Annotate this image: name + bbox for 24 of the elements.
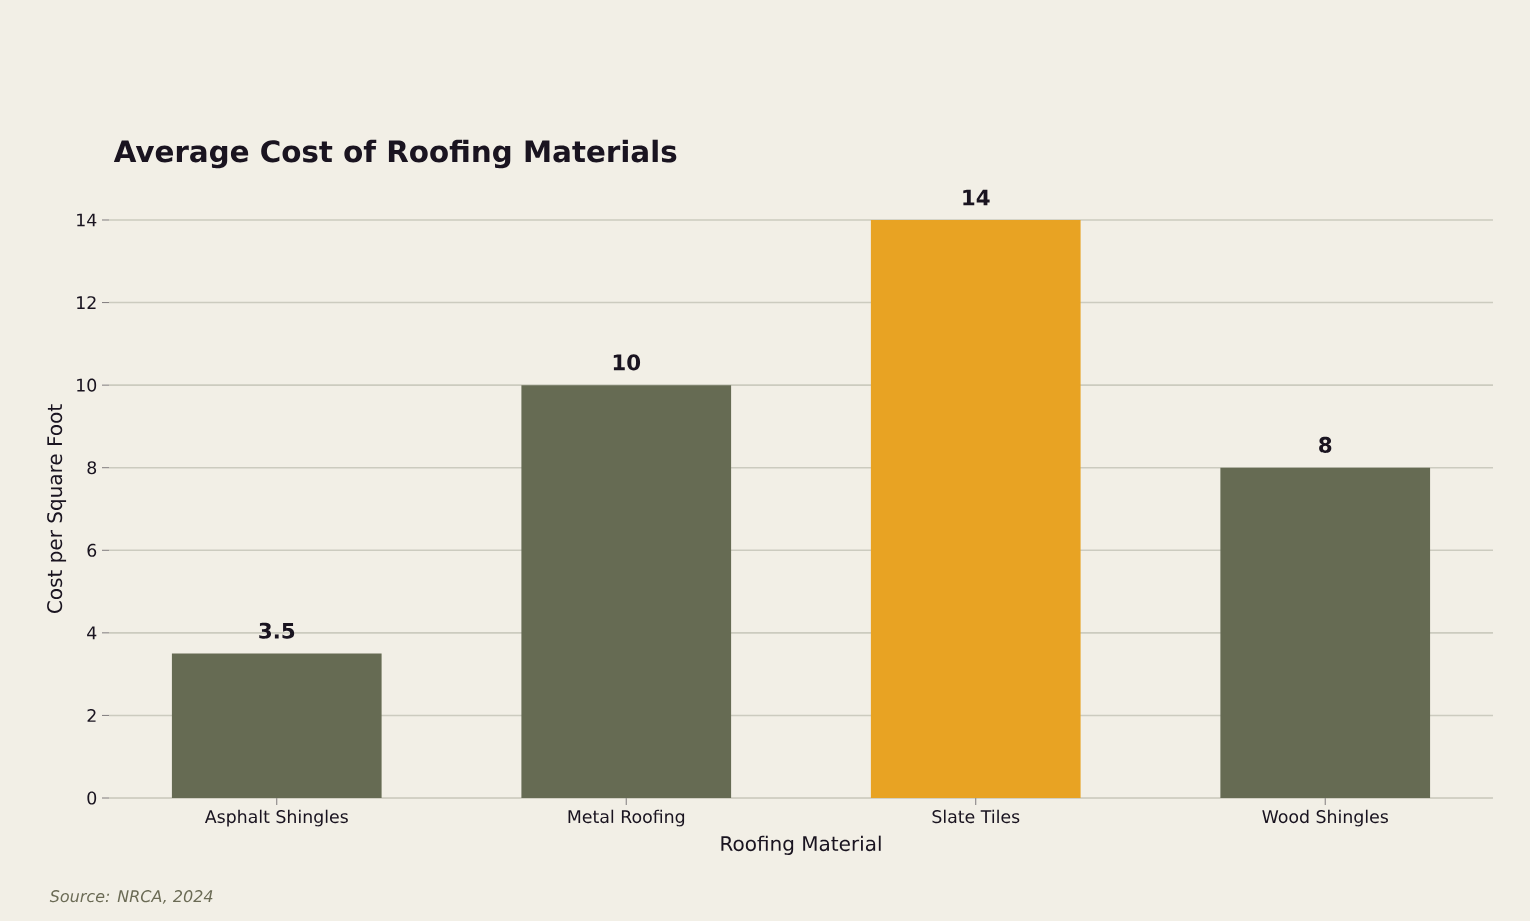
y-axis-title: Cost per Square Foot [47,404,67,613]
data-label: 3.5 [259,622,295,639]
y-tick-label: 8 [87,461,97,475]
data-label: 10 [613,354,641,371]
bar [1220,467,1431,798]
bar [521,385,732,798]
y-tick-label: 6 [87,543,97,557]
y-tick-label: 12 [77,296,96,309]
x-tick-label: Asphalt Shingles [204,809,348,827]
y-tick-label: 2 [87,709,96,722]
x-tick-label: Slate Tiles [932,809,1020,824]
chart-title: Average Cost of Roofing Materials [113,139,677,169]
data-label: 8 [1319,436,1332,453]
bar [171,653,382,798]
x-tick-label: Metal Roofing [568,809,685,827]
bar [870,219,1081,798]
y-tick-label: 14 [77,213,97,227]
x-tick-label: Wood Shingles [1262,809,1388,827]
x-axis-title: Roofing Material [721,835,881,855]
y-tick-label: 0 [87,791,97,805]
y-tick-label: 10 [77,378,97,392]
data-label: 14 [963,189,990,206]
source-note: Source: NRCA, 2024 [49,890,213,904]
y-tick-label: 4 [87,626,97,640]
